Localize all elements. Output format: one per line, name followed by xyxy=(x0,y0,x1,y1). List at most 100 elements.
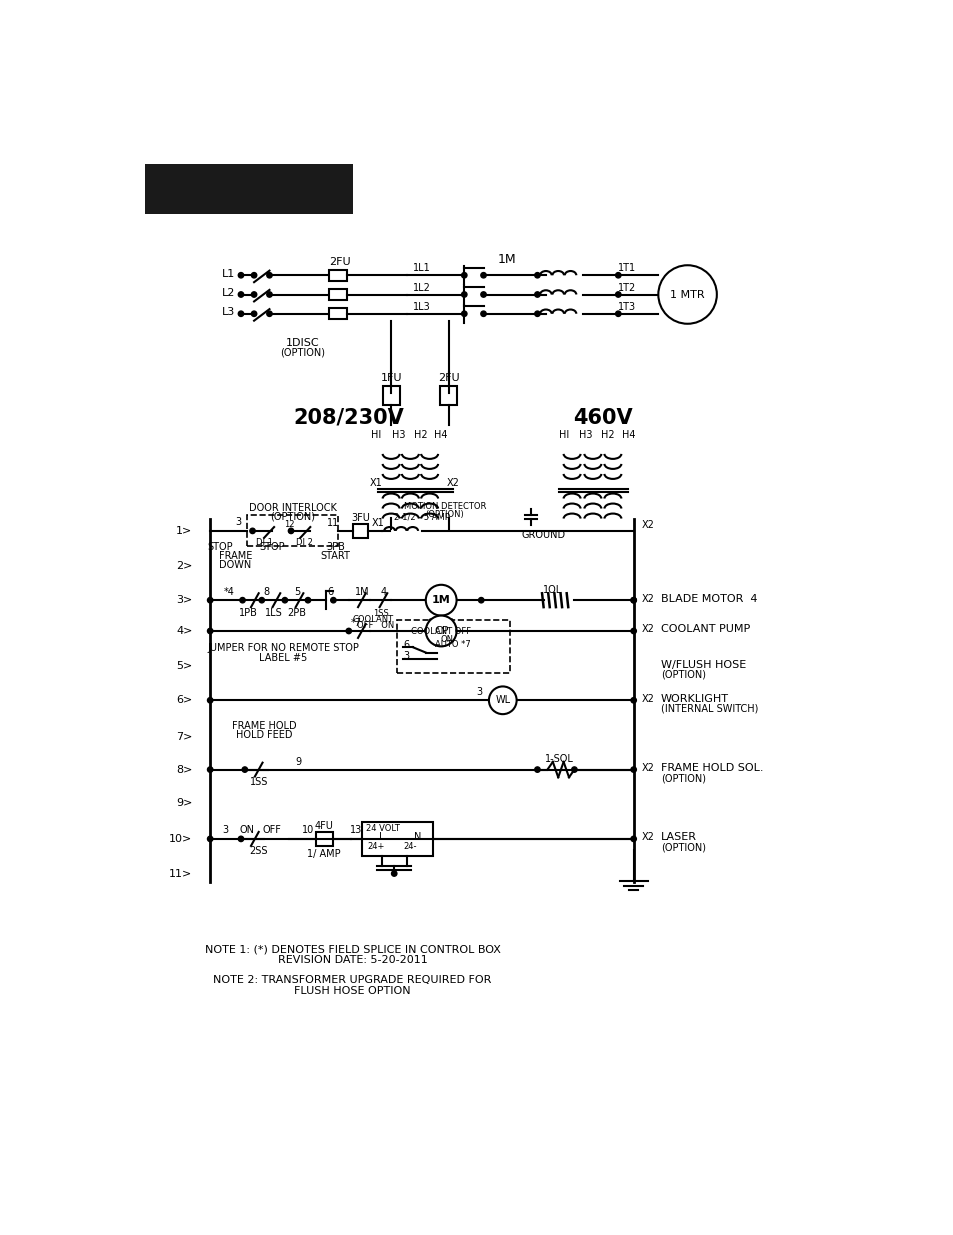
Circle shape xyxy=(238,311,243,316)
Text: OFF: OFF xyxy=(262,825,281,835)
Text: FRAME HOLD: FRAME HOLD xyxy=(232,721,296,731)
Text: 11>: 11> xyxy=(169,869,193,879)
Text: 460V: 460V xyxy=(573,408,632,427)
Text: 3>: 3> xyxy=(176,595,193,605)
Circle shape xyxy=(571,767,577,772)
Text: X2: X2 xyxy=(640,832,654,842)
Text: X2: X2 xyxy=(640,763,654,773)
Circle shape xyxy=(630,836,636,841)
Text: 3: 3 xyxy=(222,825,229,835)
Text: 1SS: 1SS xyxy=(250,777,268,787)
Text: 2FU: 2FU xyxy=(437,373,459,383)
Circle shape xyxy=(630,598,636,603)
Circle shape xyxy=(207,629,213,634)
Text: AUTO *7: AUTO *7 xyxy=(435,641,470,650)
Text: FLUSH HOSE OPTION: FLUSH HOSE OPTION xyxy=(294,986,411,995)
Circle shape xyxy=(615,311,620,316)
Circle shape xyxy=(480,311,486,316)
Circle shape xyxy=(267,291,272,298)
Text: 2PB: 2PB xyxy=(288,608,306,618)
Circle shape xyxy=(461,291,466,298)
Text: JUMPER FOR NO REMOTE STOP: JUMPER FOR NO REMOTE STOP xyxy=(207,643,359,653)
Text: 8: 8 xyxy=(263,587,269,597)
Text: 1SS: 1SS xyxy=(373,609,389,618)
Text: 5: 5 xyxy=(294,587,300,597)
Text: 1OL: 1OL xyxy=(542,585,562,595)
Text: 8>: 8> xyxy=(176,764,193,774)
Bar xyxy=(440,387,456,405)
Text: 1M: 1M xyxy=(432,595,450,605)
Circle shape xyxy=(239,598,245,603)
Text: 7>: 7> xyxy=(176,732,193,742)
Text: (OPTION): (OPTION) xyxy=(659,773,705,783)
Circle shape xyxy=(535,311,539,316)
Circle shape xyxy=(480,273,486,278)
Text: 13: 13 xyxy=(350,825,362,835)
Circle shape xyxy=(615,273,620,278)
Text: 3: 3 xyxy=(476,687,482,697)
Text: ON: ON xyxy=(239,825,254,835)
Text: WORKLIGHT: WORKLIGHT xyxy=(659,694,728,704)
Circle shape xyxy=(252,273,256,278)
Text: H3: H3 xyxy=(578,431,592,441)
Text: H2: H2 xyxy=(600,431,615,441)
Text: WL: WL xyxy=(495,695,510,705)
Text: MOTION DETECTOR: MOTION DETECTOR xyxy=(403,501,486,511)
Text: 10>: 10> xyxy=(169,834,193,844)
Text: 10: 10 xyxy=(301,825,314,835)
Text: 1L3: 1L3 xyxy=(413,301,431,311)
Text: HI: HI xyxy=(370,431,380,441)
Text: X2: X2 xyxy=(640,694,654,704)
Text: 1M: 1M xyxy=(355,587,370,597)
Text: DI 1: DI 1 xyxy=(255,538,273,547)
Text: N: N xyxy=(414,831,421,841)
Text: X1: X1 xyxy=(369,478,382,488)
Text: 24 VOLT: 24 VOLT xyxy=(366,824,400,832)
Circle shape xyxy=(630,767,636,772)
Text: LABEL #5: LABEL #5 xyxy=(259,653,307,663)
Text: 1PB: 1PB xyxy=(239,608,258,618)
Text: 208/230V: 208/230V xyxy=(294,408,404,427)
Circle shape xyxy=(267,273,272,278)
Text: HI: HI xyxy=(558,431,569,441)
Circle shape xyxy=(461,311,466,316)
Text: *4: *4 xyxy=(224,587,234,597)
Circle shape xyxy=(331,598,335,603)
Circle shape xyxy=(391,871,396,877)
Text: COOLANT OFF: COOLANT OFF xyxy=(411,627,471,636)
Circle shape xyxy=(252,291,256,298)
Text: DI 2: DI 2 xyxy=(296,538,313,547)
Text: 3PB: 3PB xyxy=(326,542,345,552)
Text: 1FU: 1FU xyxy=(380,373,401,383)
Text: L2: L2 xyxy=(222,288,235,298)
Bar xyxy=(353,524,368,537)
Text: OFF   ON: OFF ON xyxy=(356,621,394,630)
Text: NOTE 1: (*) DENOTES FIELD SPLICE IN CONTROL BOX: NOTE 1: (*) DENOTES FIELD SPLICE IN CONT… xyxy=(205,944,500,953)
Text: 1>: 1> xyxy=(176,526,193,536)
Circle shape xyxy=(425,615,456,646)
Text: REVISION DATE: 5-20-2011: REVISION DATE: 5-20-2011 xyxy=(277,955,427,965)
Text: *7: *7 xyxy=(351,618,361,627)
Circle shape xyxy=(658,266,716,324)
Circle shape xyxy=(207,767,213,772)
Text: NOTE 2: TRANSFORMER UPGRADE REQUIRED FOR: NOTE 2: TRANSFORMER UPGRADE REQUIRED FOR xyxy=(213,974,492,984)
Circle shape xyxy=(207,836,213,841)
Text: X2: X2 xyxy=(640,625,654,635)
Circle shape xyxy=(207,598,213,603)
Text: LASER: LASER xyxy=(659,832,696,842)
Circle shape xyxy=(259,598,264,603)
Text: 1T2: 1T2 xyxy=(617,283,636,293)
Text: 1T1: 1T1 xyxy=(617,263,635,273)
Text: 11: 11 xyxy=(327,519,339,529)
Circle shape xyxy=(346,629,351,634)
Text: 6: 6 xyxy=(403,640,409,650)
Circle shape xyxy=(630,698,636,703)
Text: (OPTION): (OPTION) xyxy=(280,347,325,357)
FancyBboxPatch shape xyxy=(247,515,337,546)
Text: FRAME HOLD SOL.: FRAME HOLD SOL. xyxy=(659,763,762,773)
Circle shape xyxy=(252,311,256,316)
Text: H4: H4 xyxy=(621,431,635,441)
Bar xyxy=(361,823,433,856)
Text: (OPTION): (OPTION) xyxy=(659,669,705,680)
Text: COOLANT: COOLANT xyxy=(353,615,394,624)
